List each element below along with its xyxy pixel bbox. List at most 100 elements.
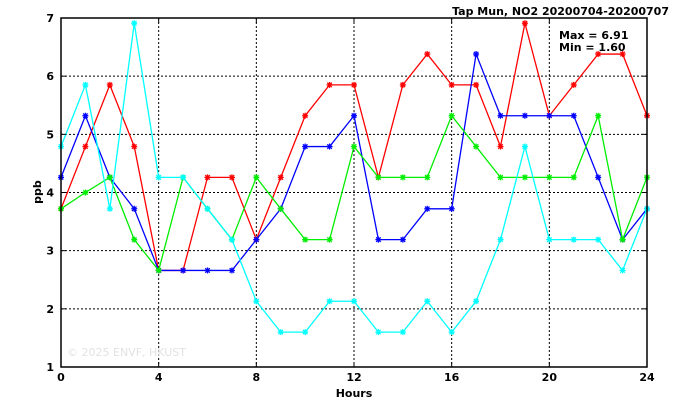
- series-layer: [58, 20, 650, 336]
- data-point: [302, 143, 309, 150]
- data-point: [180, 267, 187, 274]
- data-point: [351, 81, 357, 88]
- data-point: [399, 329, 406, 336]
- x-axis-title: Hours: [336, 387, 373, 400]
- data-point: [106, 81, 113, 88]
- data-point: [424, 205, 431, 212]
- data-point: [546, 174, 553, 181]
- data-point: [448, 205, 455, 212]
- data-point: [546, 112, 553, 119]
- data-point: [497, 174, 504, 181]
- data-point: [595, 174, 602, 181]
- y-tick-label: 7: [46, 12, 54, 25]
- data-point: [155, 267, 162, 274]
- data-point: [424, 298, 431, 305]
- x-tick-label: 0: [57, 371, 65, 384]
- data-point: [253, 174, 260, 181]
- y-tick-label: 6: [46, 70, 54, 83]
- data-point: [228, 174, 235, 181]
- data-point: [351, 298, 357, 305]
- data-point: [570, 174, 577, 181]
- data-point: [277, 329, 284, 336]
- data-point: [497, 236, 504, 243]
- data-point: [448, 81, 455, 88]
- data-point: [375, 329, 382, 336]
- data-point: [204, 174, 211, 181]
- data-point: [570, 112, 577, 119]
- data-point: [570, 81, 577, 88]
- data-point: [546, 236, 553, 243]
- y-tick-label: 3: [46, 245, 54, 258]
- min-label: Min = 1.60: [559, 41, 626, 54]
- data-point: [131, 205, 138, 212]
- data-point: [277, 174, 284, 181]
- y-tick-label: 5: [46, 128, 54, 141]
- data-point: [228, 236, 235, 243]
- y-tick-label: 2: [46, 303, 54, 316]
- data-point: [326, 143, 333, 150]
- data-point: [521, 20, 528, 27]
- data-point: [595, 51, 602, 58]
- data-point: [302, 112, 309, 119]
- data-point: [375, 174, 382, 181]
- chart-title: Tap Mun, NO2 20200704-20200707: [452, 5, 669, 18]
- data-point: [82, 143, 89, 150]
- data-point: [375, 236, 382, 243]
- data-point: [399, 81, 406, 88]
- data-point: [351, 112, 357, 119]
- data-point: [595, 112, 602, 119]
- x-tick-label: 24: [639, 371, 655, 384]
- data-point: [155, 174, 162, 181]
- data-point: [473, 81, 480, 88]
- data-point: [204, 267, 211, 274]
- data-point: [180, 174, 187, 181]
- data-point: [131, 20, 138, 27]
- watermark: © 2025 ENVF, HKUST: [67, 346, 186, 359]
- data-point: [448, 329, 455, 336]
- y-tick-label: 4: [46, 187, 54, 200]
- data-point: [448, 112, 455, 119]
- data-point: [424, 174, 431, 181]
- x-tick-label: 20: [542, 371, 558, 384]
- data-point: [82, 189, 89, 196]
- data-point: [106, 205, 113, 212]
- data-point: [473, 298, 480, 305]
- data-point: [521, 174, 528, 181]
- data-point: [253, 236, 260, 243]
- data-point: [302, 329, 309, 336]
- data-point: [619, 236, 626, 243]
- data-point: [473, 143, 480, 150]
- series-3: [58, 112, 650, 274]
- data-point: [521, 112, 528, 119]
- data-point: [228, 267, 235, 274]
- data-point: [326, 236, 333, 243]
- data-point: [302, 236, 309, 243]
- data-point: [521, 143, 528, 150]
- data-point: [424, 51, 431, 58]
- data-point: [106, 174, 113, 181]
- data-point: [131, 236, 138, 243]
- data-point: [399, 174, 406, 181]
- data-point: [473, 51, 480, 58]
- data-point: [619, 51, 626, 58]
- data-point: [595, 236, 602, 243]
- data-point: [497, 143, 504, 150]
- data-point: [570, 236, 577, 243]
- data-point: [326, 81, 333, 88]
- data-point: [277, 205, 284, 212]
- max-label: Max = 6.91: [559, 29, 628, 42]
- x-tick-label: 12: [346, 371, 361, 384]
- data-point: [399, 236, 406, 243]
- grid-lines: [61, 18, 647, 367]
- data-point: [82, 112, 89, 119]
- data-point: [497, 112, 504, 119]
- data-point: [619, 267, 626, 274]
- data-point: [131, 143, 138, 150]
- x-tick-label: 8: [253, 371, 261, 384]
- data-point: [253, 298, 260, 305]
- data-point: [82, 81, 89, 88]
- x-tick-label: 4: [155, 371, 163, 384]
- y-axis-title: ppb: [31, 180, 44, 204]
